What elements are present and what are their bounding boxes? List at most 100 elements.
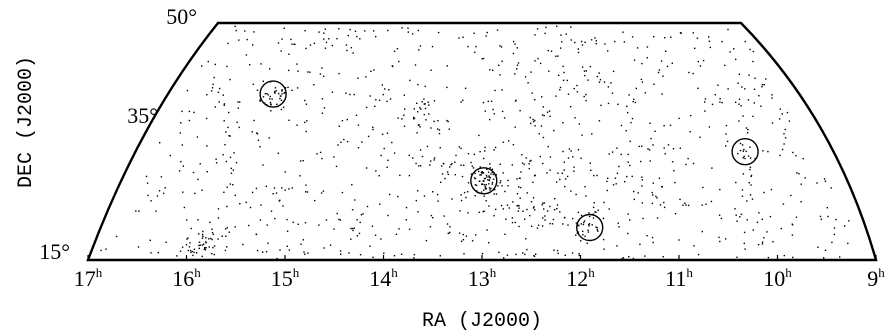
galaxy-point <box>251 191 254 194</box>
galaxy-point <box>604 43 606 45</box>
galaxy-point <box>616 172 619 174</box>
galaxy-point <box>269 101 272 104</box>
galaxy-point <box>224 144 226 146</box>
galaxy-point <box>234 194 236 197</box>
galaxy-point <box>590 169 592 171</box>
galaxy-point <box>492 178 495 180</box>
galaxy-point <box>520 171 522 173</box>
galaxy-point <box>246 38 248 41</box>
galaxy-point <box>100 249 102 252</box>
galaxy-point <box>192 171 195 174</box>
galaxy-point <box>673 170 675 172</box>
galaxy-point <box>603 81 606 83</box>
galaxy-point <box>611 151 614 153</box>
galaxy-point <box>405 219 407 221</box>
galaxy-point <box>664 37 666 39</box>
galaxy-point <box>537 224 540 226</box>
galaxy-point <box>575 193 577 196</box>
galaxy-point <box>493 193 495 195</box>
galaxy-point <box>383 147 385 150</box>
galaxy-point <box>770 188 773 191</box>
galaxy-point <box>505 218 507 220</box>
galaxy-point <box>630 121 632 124</box>
galaxy-point <box>553 249 555 251</box>
galaxy-point <box>553 129 555 132</box>
galaxy-point <box>230 167 232 170</box>
galaxy-point <box>744 88 746 90</box>
galaxy-point <box>763 237 765 239</box>
galaxy-point <box>662 256 664 258</box>
galaxy-point <box>446 223 449 225</box>
galaxy-point <box>500 180 502 182</box>
galaxy-point <box>252 44 254 46</box>
galaxy-point <box>577 224 579 226</box>
galaxy-point <box>387 159 389 161</box>
galaxy-point <box>709 46 711 49</box>
galaxy-point <box>306 120 308 122</box>
galaxy-point <box>365 106 368 109</box>
galaxy-point <box>299 175 301 177</box>
galaxy-point <box>802 158 804 160</box>
galaxy-point <box>549 156 552 158</box>
galaxy-point <box>451 198 453 200</box>
galaxy-point <box>387 29 389 32</box>
galaxy-point <box>517 204 519 207</box>
galaxy-point <box>771 97 773 99</box>
galaxy-point <box>270 210 273 212</box>
galaxy-point <box>239 101 241 103</box>
galaxy-point <box>554 198 556 200</box>
galaxy-point <box>639 243 641 245</box>
galaxy-point <box>306 191 309 193</box>
galaxy-point <box>561 41 563 43</box>
galaxy-point <box>595 43 597 45</box>
galaxy-point <box>521 154 523 156</box>
galaxy-point <box>485 183 487 186</box>
galaxy-point <box>701 230 703 233</box>
galaxy-point <box>387 214 389 217</box>
galaxy-point <box>685 163 687 166</box>
galaxy-point <box>571 252 574 254</box>
galaxy-point <box>641 81 644 83</box>
galaxy-point <box>767 256 770 259</box>
galaxy-point <box>430 127 432 129</box>
galaxy-point <box>482 210 484 213</box>
galaxy-point <box>207 60 209 63</box>
galaxy-point <box>632 257 635 260</box>
galaxy-point <box>549 222 551 225</box>
galaxy-point <box>484 146 486 149</box>
galaxy-point <box>436 193 439 196</box>
galaxy-point <box>655 195 657 198</box>
galaxy-point <box>745 150 747 152</box>
galaxy-point <box>424 103 426 105</box>
galaxy-point <box>232 169 234 171</box>
galaxy-point <box>281 89 283 91</box>
galaxy-point <box>467 153 470 155</box>
galaxy-point <box>419 149 422 151</box>
galaxy-point <box>482 172 484 174</box>
galaxy-point <box>479 166 481 168</box>
galaxy-point <box>460 164 462 166</box>
galaxy-point <box>357 124 360 126</box>
galaxy-point <box>705 203 707 205</box>
galaxy-point <box>479 151 481 153</box>
galaxy-point <box>634 101 637 104</box>
galaxy-point <box>670 36 672 38</box>
galaxy-point <box>423 98 425 100</box>
galaxy-point <box>739 142 742 145</box>
galaxy-point <box>186 89 189 92</box>
galaxy-point <box>615 183 617 185</box>
galaxy-point <box>596 75 598 78</box>
galaxy-point <box>508 140 510 142</box>
galaxy-point <box>474 172 476 175</box>
galaxy-point <box>223 103 226 105</box>
galaxy-point <box>269 95 271 98</box>
galaxy-point <box>417 124 420 126</box>
galaxy-point <box>702 186 704 189</box>
galaxy-point <box>291 43 293 45</box>
galaxy-point <box>442 162 445 165</box>
galaxy-point <box>480 174 482 176</box>
galaxy-point <box>590 39 593 41</box>
galaxy-point <box>824 249 827 251</box>
galaxy-point <box>186 238 188 240</box>
galaxy-point <box>483 189 485 191</box>
